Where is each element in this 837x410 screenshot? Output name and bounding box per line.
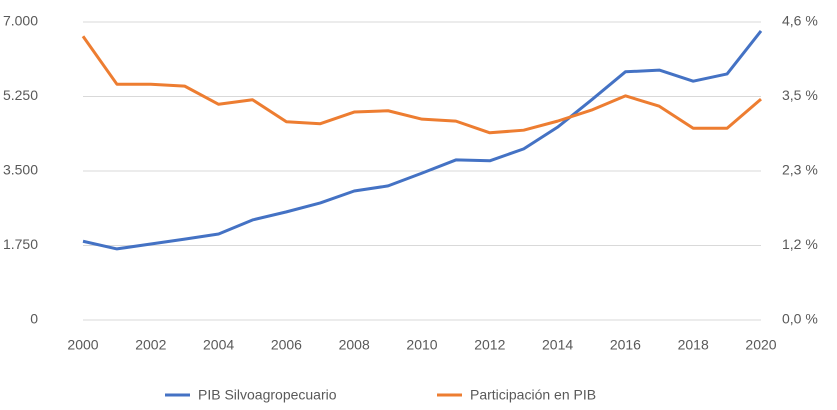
y2-tick-label: 2,3 % [782,162,818,178]
x-tick-label: 2020 [745,337,776,353]
legend-label: Participación en PIB [470,387,596,403]
y2-tick-label: 1,2 % [782,236,818,252]
legend-label: PIB Silvoagropecuario [198,387,337,403]
y-tick-label: 0 [30,311,38,327]
x-tick-label: 2014 [542,337,573,353]
y2-tick-label: 3,5 % [782,87,818,103]
y-tick-label: 1.750 [3,236,38,252]
series-line [82,30,763,251]
y2-tick-label: 4,6 % [782,13,818,29]
series-line [81,35,762,135]
x-tick-label: 2004 [203,337,234,353]
y2-tick-label: 0,0 % [782,311,818,327]
x-tick-label: 2000 [67,337,98,353]
x-tick-label: 2008 [339,337,370,353]
x-tick-label: 2010 [406,337,437,353]
x-tick-label: 2016 [610,337,641,353]
x-tick-label: 2012 [474,337,505,353]
y-tick-label: 5.250 [3,87,38,103]
y-tick-label: 3.500 [3,162,38,178]
y-tick-label: 7.000 [3,13,38,29]
x-tick-label: 2006 [271,337,302,353]
x-tick-label: 2018 [678,337,709,353]
x-tick-label: 2002 [135,337,166,353]
